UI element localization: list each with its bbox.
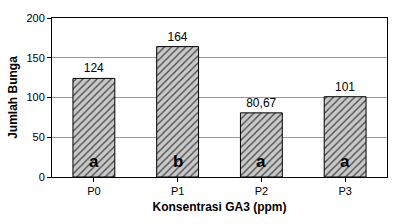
svg-text:200: 200 <box>26 12 44 24</box>
svg-text:P3: P3 <box>338 185 351 197</box>
svg-text:b: b <box>173 152 183 171</box>
svg-text:50: 50 <box>33 131 45 143</box>
svg-text:100: 100 <box>26 91 44 103</box>
svg-text:a: a <box>340 152 350 171</box>
svg-text:P0: P0 <box>87 185 100 197</box>
svg-text:a: a <box>256 152 266 171</box>
svg-text:Jumlah Bunga: Jumlah Bunga <box>6 56 20 139</box>
svg-text:Konsentrasi GA3 (ppm): Konsentrasi GA3 (ppm) <box>152 200 286 214</box>
svg-text:0: 0 <box>39 171 45 183</box>
svg-text:101: 101 <box>335 80 355 94</box>
svg-text:124: 124 <box>84 61 104 75</box>
svg-text:a: a <box>89 152 99 171</box>
svg-text:P2: P2 <box>255 185 268 197</box>
svg-text:80,67: 80,67 <box>246 96 276 110</box>
svg-text:P1: P1 <box>171 185 184 197</box>
svg-text:164: 164 <box>167 30 187 44</box>
svg-text:150: 150 <box>26 52 44 64</box>
